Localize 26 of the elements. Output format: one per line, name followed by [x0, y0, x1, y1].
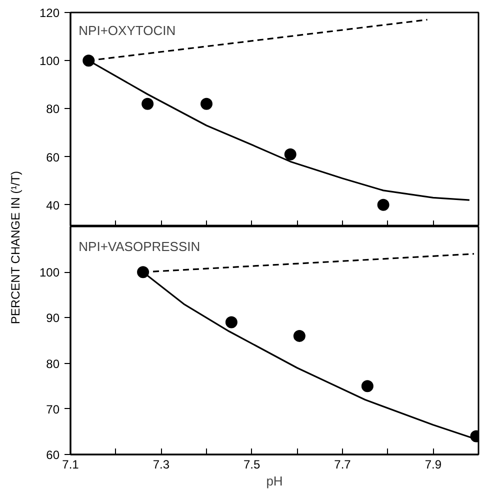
y-tick-label: 90 [46, 311, 60, 326]
annotation: NPI+OXYTOCIN [78, 23, 176, 38]
y-tick-label: 100 [39, 266, 60, 280]
point [142, 98, 154, 110]
y-tick-label: 80 [46, 102, 60, 116]
y-tick-label: 60 [46, 150, 60, 164]
x-axis-title: pH [266, 474, 283, 488]
y-tick-label: 70 [46, 402, 60, 416]
point [361, 380, 374, 392]
x-tick-label: 7.1 [62, 458, 80, 472]
point [284, 148, 296, 160]
x-tick-label: 7.9 [424, 458, 442, 472]
x-tick-label: 7.7 [334, 458, 352, 472]
y-tick-label: 80 [46, 356, 60, 371]
y-axis-title: PERCENT CHANGE IN (¹/T) [8, 171, 22, 324]
y-tick-label: 100 [39, 54, 60, 68]
y-tick-label: 60 [46, 448, 60, 462]
y-tick-label: 40 [46, 198, 60, 212]
y-tick-label: 120 [39, 6, 60, 20]
point [293, 330, 306, 342]
x-tick-label: 7.5 [243, 458, 260, 472]
point [377, 198, 390, 211]
point [225, 316, 238, 328]
point [200, 98, 212, 110]
x-tick-label: 7.3 [152, 458, 170, 472]
annotation: NPI+VASOPRESSIN [78, 238, 200, 254]
